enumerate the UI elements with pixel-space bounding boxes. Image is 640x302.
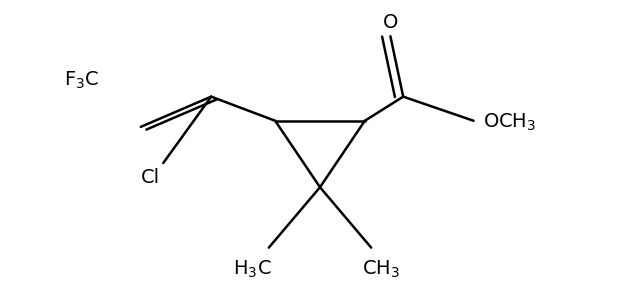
- Text: $\mathregular{H_3C}$: $\mathregular{H_3C}$: [234, 258, 272, 280]
- Text: O: O: [383, 13, 398, 32]
- Text: Cl: Cl: [141, 168, 160, 187]
- Text: $\mathregular{F_3C}$: $\mathregular{F_3C}$: [64, 69, 99, 91]
- Text: $\mathregular{CH_3}$: $\mathregular{CH_3}$: [362, 258, 400, 280]
- Text: $\mathregular{OCH_3}$: $\mathregular{OCH_3}$: [483, 112, 536, 133]
